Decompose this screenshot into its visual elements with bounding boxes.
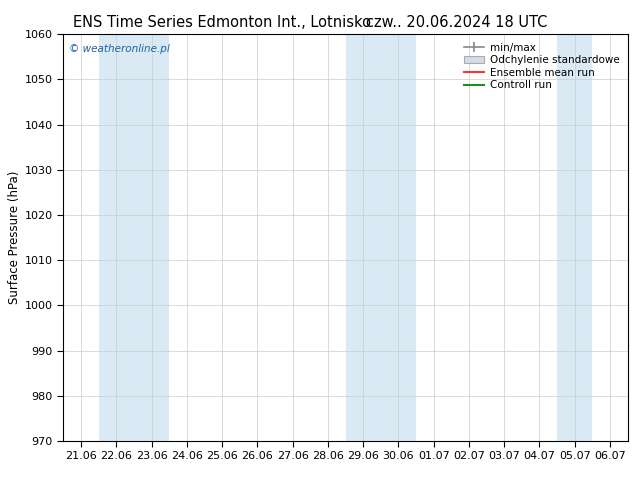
Bar: [381, 34, 416, 441]
Bar: [99, 34, 134, 441]
Text: ENS Time Series Edmonton Int., Lotnisko: ENS Time Series Edmonton Int., Lotnisko: [73, 15, 371, 30]
Text: © weatheronline.pl: © weatheronline.pl: [69, 45, 170, 54]
Bar: [557, 34, 592, 441]
Bar: [134, 34, 169, 441]
Bar: [346, 34, 381, 441]
Legend: min/max, Odchylenie standardowe, Ensemble mean run, Controll run: min/max, Odchylenie standardowe, Ensembl…: [460, 40, 623, 94]
Y-axis label: Surface Pressure (hPa): Surface Pressure (hPa): [8, 171, 21, 304]
Text: czw.. 20.06.2024 18 UTC: czw.. 20.06.2024 18 UTC: [366, 15, 547, 30]
